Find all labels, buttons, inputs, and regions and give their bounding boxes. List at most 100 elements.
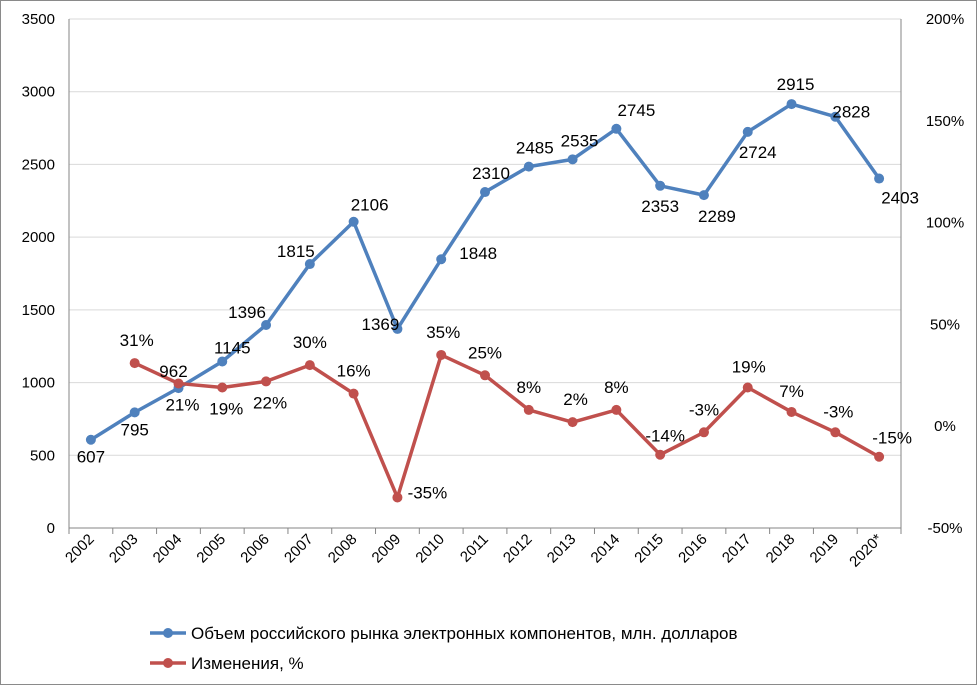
data-label: 35% <box>426 323 460 342</box>
data-label: 2289 <box>698 207 736 226</box>
data-point <box>392 323 403 334</box>
legend-marker-2 <box>163 658 173 668</box>
y-right-tick-label: -50% <box>927 520 962 537</box>
data-label: -3% <box>823 402 853 421</box>
data-label: -35% <box>408 483 448 502</box>
x-tick-label: 2016 <box>675 531 711 567</box>
x-tick-label: 2010 <box>412 531 448 567</box>
data-point <box>567 154 578 165</box>
y-right-tick-label: 200% <box>926 11 964 28</box>
y-right-tick-label: 50% <box>930 316 960 333</box>
data-point <box>742 382 753 393</box>
data-point <box>392 492 403 503</box>
y-right-tick-label: 150% <box>926 113 964 130</box>
x-tick-label: 2012 <box>500 531 536 567</box>
data-label: 30% <box>293 333 327 352</box>
data-label: -3% <box>689 400 719 419</box>
data-label: 2353 <box>641 197 679 216</box>
data-label: 8% <box>604 378 629 397</box>
data-label: -14% <box>645 427 685 446</box>
data-point <box>348 388 359 399</box>
y-left-tick-label: 0 <box>47 520 55 537</box>
y-right-tick-label: 0% <box>934 418 956 435</box>
data-point <box>742 126 753 137</box>
data-label: 8% <box>517 378 542 397</box>
data-point <box>567 417 578 428</box>
data-point <box>874 173 885 184</box>
data-point <box>85 434 96 445</box>
legend-marker-1 <box>163 628 173 638</box>
x-tick-label: 2002 <box>62 531 98 567</box>
data-point <box>217 382 228 393</box>
data-label: 2535 <box>561 131 599 150</box>
x-tick-label: 2003 <box>106 531 142 567</box>
y-left-tick-label: 2000 <box>22 229 55 246</box>
x-tick-label: 2007 <box>281 531 317 567</box>
data-label: 607 <box>77 448 105 467</box>
legend-label-1: Объем российского рынка электронных комп… <box>191 624 738 643</box>
y-right-tick-label: 100% <box>926 215 964 232</box>
data-label: 1815 <box>277 242 315 261</box>
data-label: 21% <box>165 395 199 414</box>
x-tick-label: 2020* <box>846 531 886 571</box>
data-point <box>611 123 622 134</box>
data-label: 22% <box>253 393 287 412</box>
x-tick-label: 2008 <box>325 531 361 567</box>
data-point <box>655 180 666 191</box>
y-left-tick-label: 1000 <box>22 375 55 392</box>
data-label: 19% <box>732 358 766 377</box>
x-axis-ticks: 2002 2003 2004 2005 2006 2007 2008 2009 2010 2011… <box>62 528 902 571</box>
series-lines <box>85 99 885 503</box>
y-left-tick-label: 3500 <box>22 11 55 28</box>
legend-label-2: Изменения, % <box>191 654 304 673</box>
data-label: 2310 <box>472 164 510 183</box>
right-axis-ticks: -50% 0% 50% 100% 150% 200% <box>926 11 964 537</box>
x-tick-label: 2015 <box>631 531 667 567</box>
x-tick-label: 2011 <box>457 531 492 566</box>
x-tick-label: 2014 <box>588 531 624 567</box>
data-label: 1145 <box>214 338 251 357</box>
data-point <box>698 427 709 438</box>
x-tick-label: 2017 <box>719 531 755 567</box>
x-tick-label: 2006 <box>237 531 273 567</box>
data-label: 2724 <box>739 143 777 162</box>
data-point <box>304 259 315 270</box>
data-label: 2106 <box>351 196 389 215</box>
data-label: 16% <box>337 362 371 381</box>
data-point <box>436 254 447 265</box>
data-label: 31% <box>120 331 154 350</box>
data-label: 1848 <box>459 244 497 263</box>
data-point <box>480 370 490 381</box>
data-point <box>523 404 534 415</box>
data-labels: 607 795 962 1145 1396 1815 2106 1369 1848 2310 248… <box>77 75 919 502</box>
data-point <box>129 407 140 418</box>
y-left-tick-label: 3000 <box>22 84 55 101</box>
data-label: 25% <box>468 343 502 362</box>
x-tick-label: 2005 <box>193 531 229 567</box>
data-point <box>874 451 885 462</box>
series-line-2 <box>133 353 880 500</box>
data-point <box>217 356 228 367</box>
y-left-tick-label: 1500 <box>22 302 55 319</box>
data-point <box>348 216 359 227</box>
data-label: 1396 <box>228 303 266 322</box>
data-point <box>698 190 709 201</box>
data-label: 1369 <box>362 315 400 334</box>
data-label: 2485 <box>516 139 554 158</box>
data-point <box>655 449 666 460</box>
data-label: 7% <box>779 382 804 401</box>
data-point <box>830 111 841 122</box>
data-point <box>786 406 797 417</box>
data-point <box>173 378 184 389</box>
data-label: -15% <box>872 429 912 448</box>
data-point <box>304 360 315 371</box>
data-label: 2403 <box>881 189 919 208</box>
data-point <box>480 187 490 198</box>
data-point <box>523 161 534 172</box>
data-label: 19% <box>209 400 243 419</box>
x-tick-label: 2009 <box>369 531 405 567</box>
data-point <box>261 376 272 387</box>
data-label: 962 <box>159 362 187 381</box>
